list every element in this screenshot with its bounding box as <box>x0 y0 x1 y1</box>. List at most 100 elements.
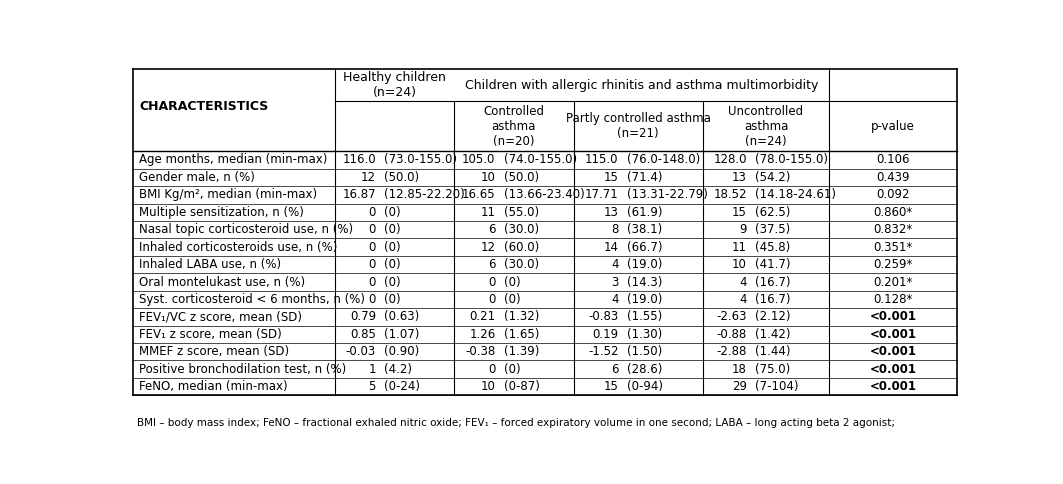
Text: 0: 0 <box>488 363 495 376</box>
Text: 0.19: 0.19 <box>592 328 619 341</box>
Text: 4: 4 <box>611 258 619 271</box>
Text: 6: 6 <box>611 363 619 376</box>
Text: 16.65: 16.65 <box>461 188 495 201</box>
Text: (16.7): (16.7) <box>755 275 791 288</box>
Text: 1: 1 <box>369 363 376 376</box>
Text: FEV₁ z score, mean (SD): FEV₁ z score, mean (SD) <box>139 328 282 341</box>
Text: -0.88: -0.88 <box>716 328 746 341</box>
Text: 105.0: 105.0 <box>462 153 495 166</box>
Text: (1.07): (1.07) <box>384 328 420 341</box>
Text: (1.55): (1.55) <box>627 310 662 323</box>
Text: Age months, median (min-max): Age months, median (min-max) <box>139 153 327 166</box>
Text: 0.128*: 0.128* <box>873 293 912 306</box>
Text: -0.83: -0.83 <box>589 310 619 323</box>
Text: BMI – body mass index; FeNO – fractional exhaled nitric oxide; FEV₁ – forced exp: BMI – body mass index; FeNO – fractional… <box>137 418 895 428</box>
Text: (1.32): (1.32) <box>504 310 539 323</box>
Text: (14.3): (14.3) <box>627 275 662 288</box>
Text: 12: 12 <box>480 241 495 254</box>
Text: Uncontrolled
asthma
(n=24): Uncontrolled asthma (n=24) <box>728 105 804 148</box>
Text: <0.001: <0.001 <box>870 328 916 341</box>
Text: (0): (0) <box>504 363 520 376</box>
Text: (50.0): (50.0) <box>504 171 539 184</box>
Text: (28.6): (28.6) <box>627 363 662 376</box>
Text: 6: 6 <box>488 258 495 271</box>
Text: (62.5): (62.5) <box>755 206 791 219</box>
Text: (78.0-155.0): (78.0-155.0) <box>755 153 828 166</box>
Text: (0-94): (0-94) <box>627 380 663 393</box>
Text: 4: 4 <box>611 293 619 306</box>
Text: Syst. corticosteroid < 6 months, n (%): Syst. corticosteroid < 6 months, n (%) <box>139 293 366 306</box>
Text: 0: 0 <box>369 293 376 306</box>
Text: (0.90): (0.90) <box>384 345 420 358</box>
Text: 4: 4 <box>739 293 746 306</box>
Text: 0.439: 0.439 <box>876 171 910 184</box>
Text: (73.0-155.0): (73.0-155.0) <box>384 153 457 166</box>
Text: (7-104): (7-104) <box>755 380 798 393</box>
Text: (61.9): (61.9) <box>627 206 662 219</box>
Text: Partly controlled asthma
(n=21): Partly controlled asthma (n=21) <box>566 112 711 140</box>
Text: (0): (0) <box>384 206 401 219</box>
Text: (0-87): (0-87) <box>504 380 540 393</box>
Text: 0: 0 <box>488 293 495 306</box>
Text: 0.092: 0.092 <box>876 188 910 201</box>
Text: Multiple sensitization, n (%): Multiple sensitization, n (%) <box>139 206 304 219</box>
Text: 9: 9 <box>739 223 746 236</box>
Text: -2.88: -2.88 <box>716 345 746 358</box>
Text: 11: 11 <box>480 206 495 219</box>
Text: Positive bronchodilation test, n (%): Positive bronchodilation test, n (%) <box>139 363 347 376</box>
Text: 0.201*: 0.201* <box>873 275 912 288</box>
Text: (76.0-148.0): (76.0-148.0) <box>627 153 701 166</box>
Text: (16.7): (16.7) <box>755 293 791 306</box>
Text: 13: 13 <box>731 171 746 184</box>
Text: 3: 3 <box>611 275 619 288</box>
Text: (19.0): (19.0) <box>627 258 662 271</box>
Text: 0.79: 0.79 <box>350 310 376 323</box>
Text: (55.0): (55.0) <box>504 206 539 219</box>
Text: 0.106: 0.106 <box>876 153 910 166</box>
Text: 12: 12 <box>361 171 376 184</box>
Text: 18.52: 18.52 <box>713 188 746 201</box>
Text: 0: 0 <box>488 275 495 288</box>
Text: Children with allergic rhinitis and asthma multimorbidity: Children with allergic rhinitis and asth… <box>465 78 819 91</box>
Text: 11: 11 <box>731 241 746 254</box>
Text: <0.001: <0.001 <box>870 310 916 323</box>
Text: (0): (0) <box>504 293 520 306</box>
Text: 18: 18 <box>731 363 746 376</box>
Text: (0): (0) <box>384 258 401 271</box>
Text: 0.259*: 0.259* <box>873 258 912 271</box>
Text: 115.0: 115.0 <box>585 153 619 166</box>
Text: 14: 14 <box>604 241 619 254</box>
Text: 1.26: 1.26 <box>469 328 495 341</box>
Text: 0: 0 <box>369 206 376 219</box>
Text: <0.001: <0.001 <box>870 380 916 393</box>
Text: Healthy children
(n=24): Healthy children (n=24) <box>343 71 445 99</box>
Text: p-value: p-value <box>871 120 915 133</box>
Text: (41.7): (41.7) <box>755 258 791 271</box>
Text: -0.38: -0.38 <box>466 345 495 358</box>
Text: (0): (0) <box>384 241 401 254</box>
Text: (1.42): (1.42) <box>755 328 791 341</box>
Text: <0.001: <0.001 <box>870 345 916 358</box>
Text: (4.2): (4.2) <box>384 363 412 376</box>
Text: -0.03: -0.03 <box>345 345 376 358</box>
Text: (30.0): (30.0) <box>504 258 539 271</box>
Text: Oral montelukast use, n (%): Oral montelukast use, n (%) <box>139 275 305 288</box>
Text: 8: 8 <box>611 223 619 236</box>
Text: 10: 10 <box>480 171 495 184</box>
Text: Inhaled LABA use, n (%): Inhaled LABA use, n (%) <box>139 258 282 271</box>
Text: 116.0: 116.0 <box>342 153 376 166</box>
Text: 29: 29 <box>731 380 746 393</box>
Text: Inhaled corticosteroids use, n (%): Inhaled corticosteroids use, n (%) <box>139 241 338 254</box>
Text: 128.0: 128.0 <box>713 153 746 166</box>
Text: (13.31-22.79): (13.31-22.79) <box>627 188 708 201</box>
Text: (0): (0) <box>384 293 401 306</box>
Text: (2.12): (2.12) <box>755 310 791 323</box>
Text: (30.0): (30.0) <box>504 223 539 236</box>
Text: (71.4): (71.4) <box>627 171 662 184</box>
Text: (0): (0) <box>384 223 401 236</box>
Text: 17.71: 17.71 <box>585 188 619 201</box>
Text: (38.1): (38.1) <box>627 223 662 236</box>
Text: (13.66-23.40): (13.66-23.40) <box>504 188 585 201</box>
Text: MMEF z score, mean (SD): MMEF z score, mean (SD) <box>139 345 289 358</box>
Text: (19.0): (19.0) <box>627 293 662 306</box>
